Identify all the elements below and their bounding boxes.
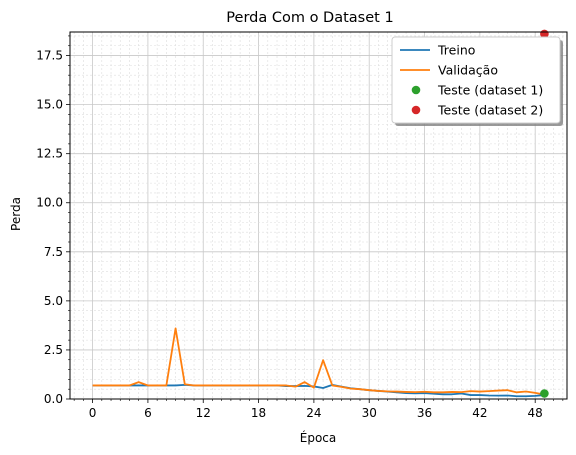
y-tick-label: 12.5: [36, 147, 63, 161]
legend: Treino Validação Teste (dataset 1) Teste (d…: [392, 37, 563, 126]
x-axis-title: Época: [300, 430, 337, 445]
x-tick-label: 0: [89, 406, 97, 420]
x-tick-label: 36: [417, 406, 432, 420]
data-point: [540, 389, 549, 398]
legend-label: Teste (dataset 2): [437, 103, 543, 118]
y-tick-label: 5.0: [44, 294, 63, 308]
x-tick-label: 6: [144, 406, 152, 420]
x-tick-label: 18: [251, 406, 266, 420]
y-tick-label: 10.0: [36, 196, 63, 210]
y-tick-label: 17.5: [36, 49, 63, 63]
legend-label: Validação: [438, 63, 498, 78]
legend-marker: [412, 86, 421, 95]
x-tick-label: 24: [306, 406, 321, 420]
legend-marker: [412, 106, 421, 115]
y-tick-label: 0.0: [44, 392, 63, 406]
x-tick-label: 30: [362, 406, 377, 420]
x-tick-label: 42: [472, 406, 487, 420]
chart-title: Perda Com o Dataset 1: [226, 10, 393, 26]
y-tick-label: 7.5: [44, 245, 63, 259]
y-axis-title: Perda: [9, 197, 23, 231]
y-tick-label: 15.0: [36, 98, 63, 112]
legend-label: Treino: [437, 43, 475, 58]
y-tick-label: 2.5: [44, 343, 63, 357]
x-tick-label: 12: [196, 406, 211, 420]
series-line: [93, 328, 545, 394]
x-tick-label: 48: [528, 406, 543, 420]
legend-label: Teste (dataset 1): [437, 83, 543, 98]
